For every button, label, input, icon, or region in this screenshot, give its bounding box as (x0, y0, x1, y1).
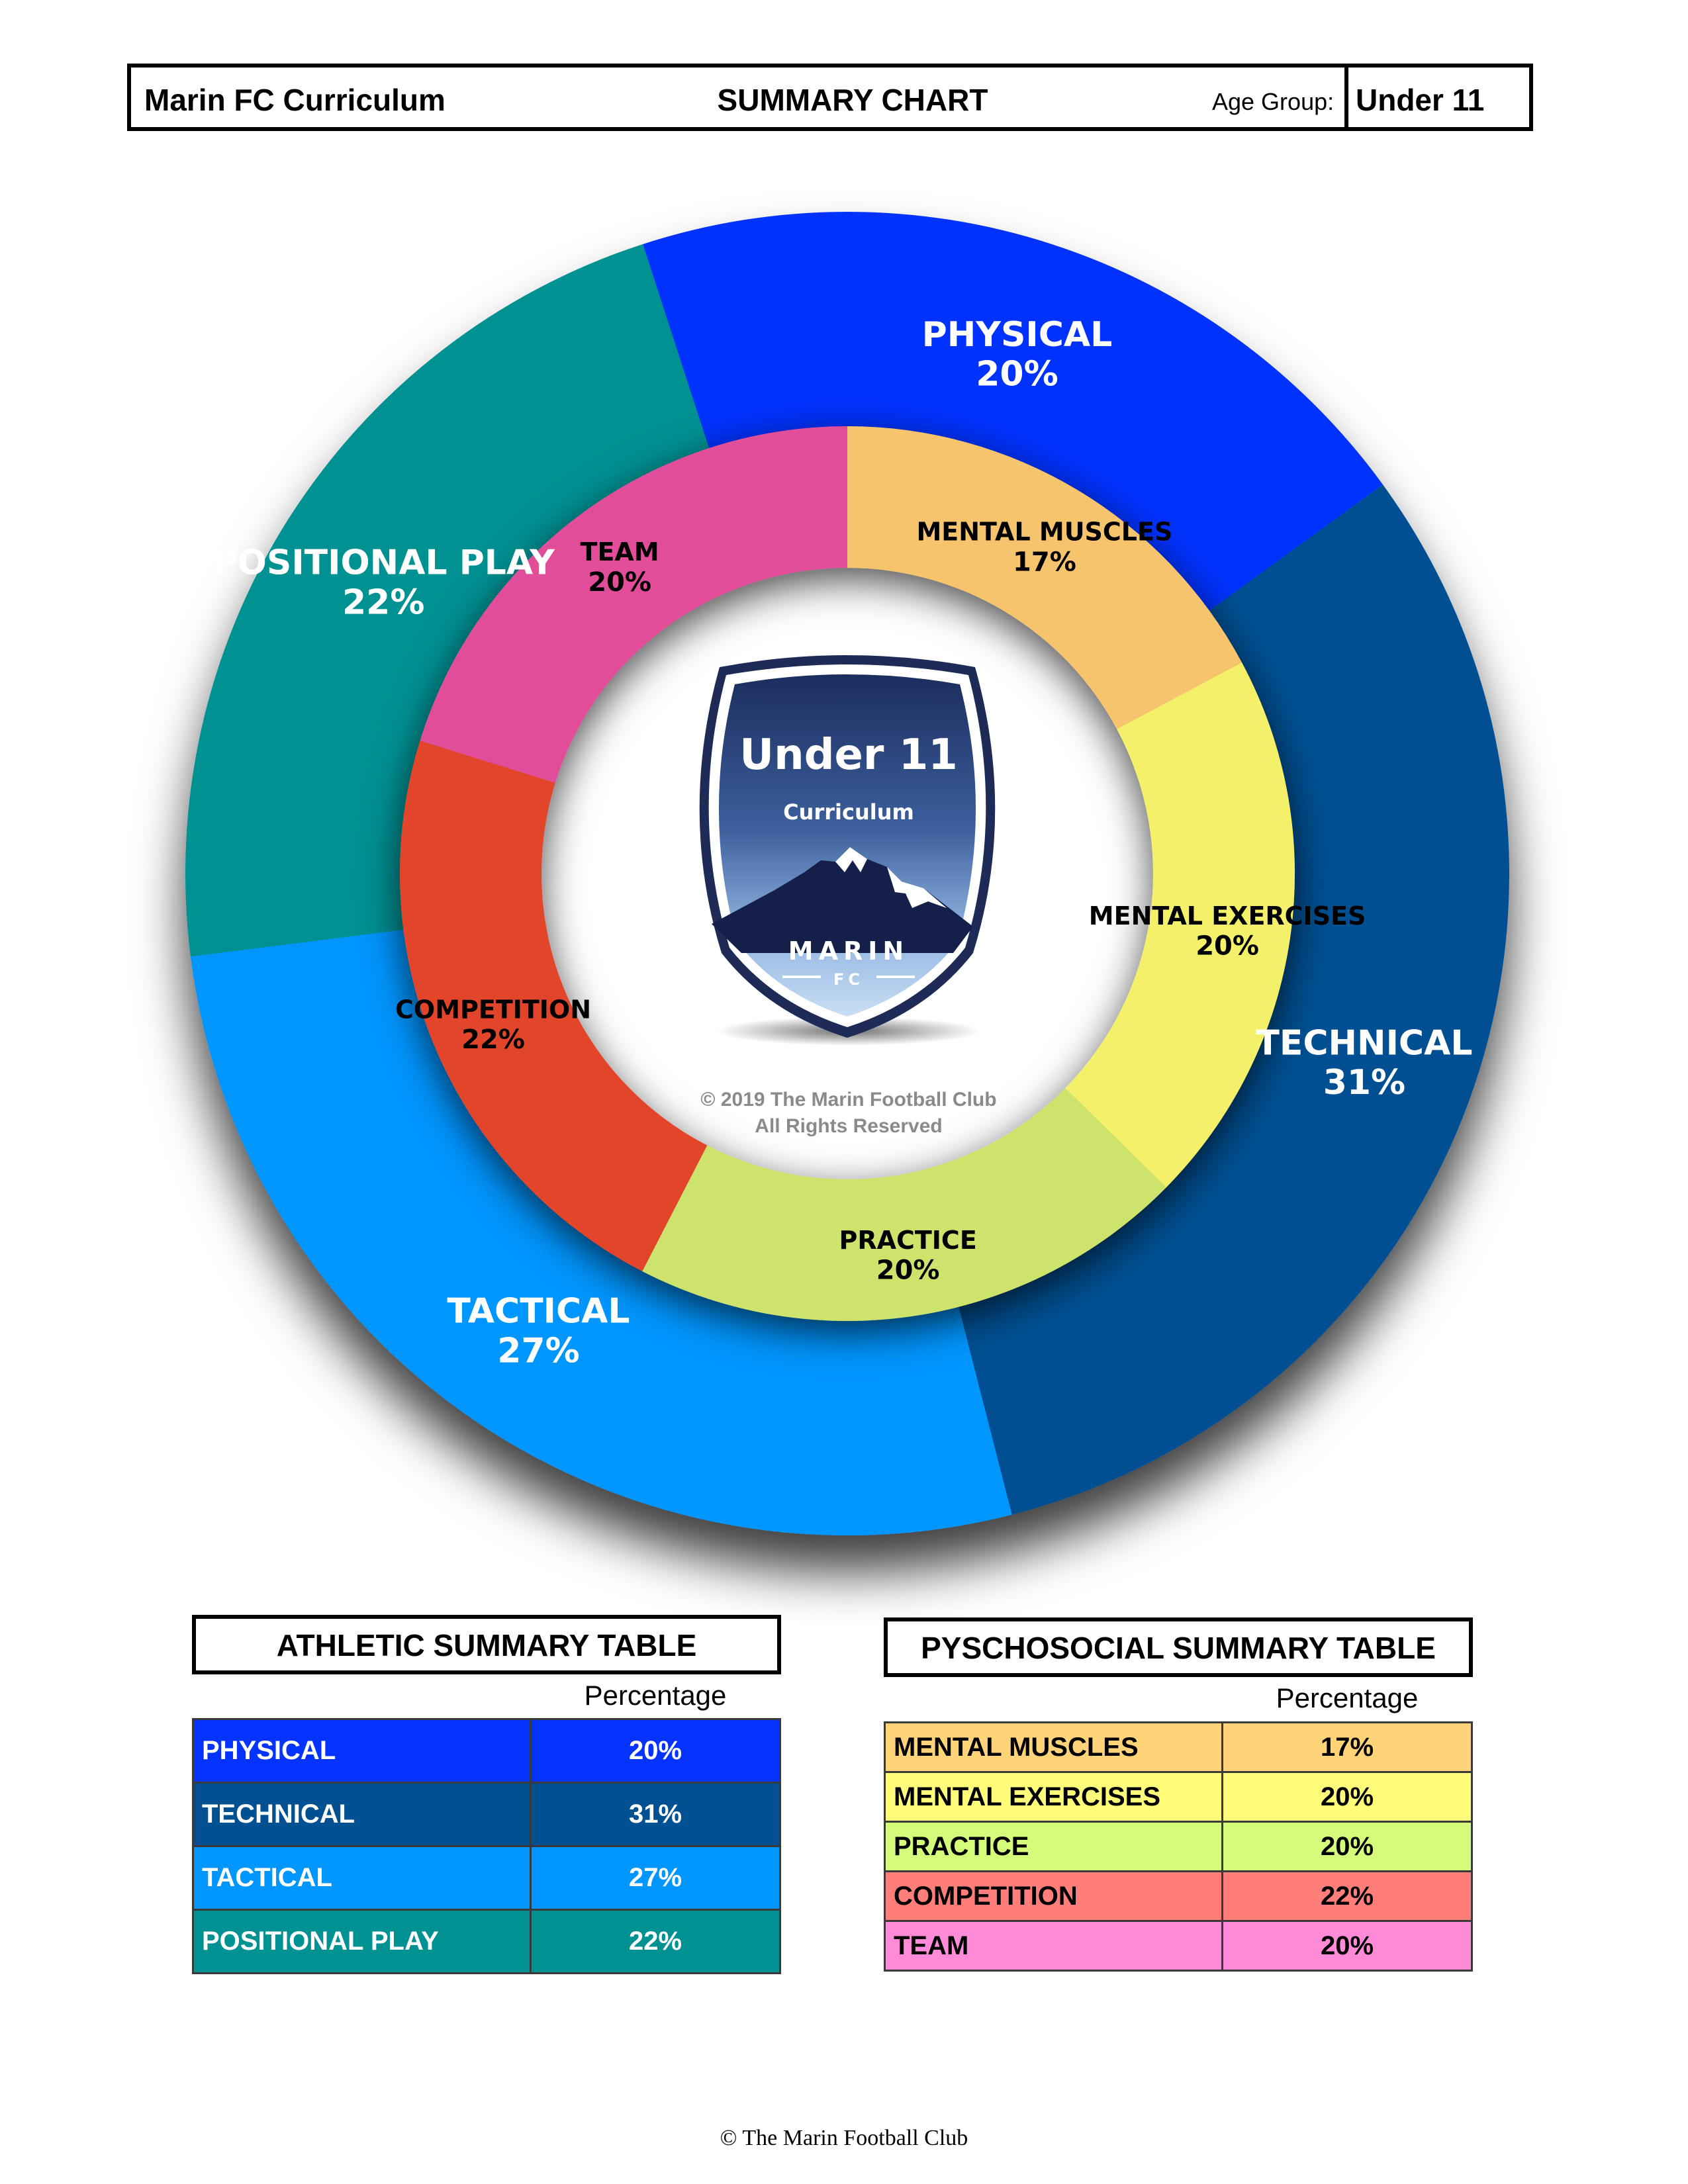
table-row: MENTAL MUSCLES 17% (884, 1721, 1473, 1773)
athletic-percentage-header: Percentage (584, 1680, 727, 1711)
badge-subtitle: Curriculum (783, 799, 914, 825)
row-label: POSITIONAL PLAY (192, 1909, 532, 1974)
row-value: 31% (530, 1782, 781, 1847)
psychosocial-summary-table: MENTAL MUSCLES 17% MENTAL EXERCISES 20% … (884, 1721, 1473, 1972)
positional-play-label: POSITIONAL PLAY (212, 543, 556, 582)
row-value: 20% (1221, 1771, 1473, 1823)
summary-chart-title: SUMMARY CHART (717, 83, 988, 117)
team-segment (420, 426, 847, 783)
table-row: TACTICAL 27% (192, 1845, 781, 1911)
summary-donut-chart: PHYSICAL20%TECHNICAL31%TACTICAL27%POSITI… (185, 211, 1510, 1535)
row-value: 20% (1221, 1821, 1473, 1872)
athletic-table-title: ATHLETIC SUMMARY TABLE (192, 1615, 781, 1674)
practice-percent: 20% (876, 1255, 940, 1286)
row-value: 22% (530, 1909, 781, 1974)
chart-copyright-line2: All Rights Reserved (755, 1115, 942, 1137)
row-label: MENTAL EXERCISES (884, 1771, 1223, 1823)
badge-brand-sub: FC (833, 970, 864, 989)
row-value: 27% (530, 1845, 781, 1911)
team-label: TEAM (581, 537, 659, 567)
table-row: TEAM 20% (884, 1920, 1473, 1972)
row-label: TECHNICAL (192, 1782, 532, 1847)
table-row: MENTAL EXERCISES 20% (884, 1771, 1473, 1823)
row-label: TACTICAL (192, 1845, 532, 1911)
row-value: 20% (1221, 1920, 1473, 1972)
technical-segment (954, 484, 1510, 1515)
physical-label: PHYSICAL (922, 315, 1113, 355)
row-label: PHYSICAL (192, 1718, 532, 1784)
row-value: 20% (530, 1718, 781, 1784)
competition-label: COMPETITION (395, 995, 591, 1024)
badge-brand: MARIN (788, 936, 909, 966)
tactical-percent: 27% (497, 1331, 579, 1371)
positional-play-percent: 22% (342, 582, 424, 622)
row-label: PRACTICE (884, 1821, 1223, 1872)
team-percent: 20% (588, 567, 651, 598)
age-group-value: Under 11 (1356, 83, 1485, 117)
mental-muscles-percent: 17% (1013, 547, 1076, 577)
competition-segment (399, 741, 708, 1271)
technical-label: TECHNICAL (1256, 1023, 1472, 1063)
tactical-label: TACTICAL (447, 1292, 630, 1332)
positional-play-segment (185, 244, 715, 957)
athletic-summary-table: PHYSICAL 20% TECHNICAL 31% TACTICAL 27% … (192, 1718, 781, 1974)
table-row: PRACTICE 20% (884, 1821, 1473, 1872)
row-value: 17% (1221, 1721, 1473, 1773)
row-value: 22% (1221, 1870, 1473, 1922)
mental-exercises-label: MENTAL EXERCISES (1089, 901, 1366, 931)
chart-copyright-line1: © 2019 The Marin Football Club (700, 1089, 996, 1111)
practice-segment (642, 1088, 1166, 1321)
header-divider (1344, 68, 1348, 127)
mental-exercises-percent: 20% (1196, 931, 1259, 962)
row-label: TEAM (884, 1920, 1223, 1972)
marin-fc-badge: Under 11 Curriculum MARIN FC (699, 655, 996, 1046)
physical-percent: 20% (976, 355, 1058, 394)
mountain-icon (712, 847, 973, 953)
row-label: MENTAL MUSCLES (884, 1721, 1223, 1773)
table-row: POSITIONAL PLAY 22% (192, 1909, 781, 1974)
competition-percent: 22% (461, 1024, 525, 1055)
mental-exercises-segment (1065, 662, 1295, 1188)
psychosocial-table-title: PYSCHOSOCIAL SUMMARY TABLE (884, 1617, 1473, 1677)
badge-title: Under 11 (739, 731, 958, 780)
table-row: COMPETITION 22% (884, 1870, 1473, 1922)
physical-segment (642, 211, 1383, 621)
psychosocial-percentage-header: Percentage (1276, 1682, 1419, 1713)
mountain-snow (835, 847, 947, 908)
row-label: COMPETITION (884, 1870, 1223, 1922)
page-footer: © The Marin Football Club (720, 2126, 968, 2150)
age-group-label: Age Group: (1212, 88, 1335, 115)
mental-muscles-label: MENTAL MUSCLES (916, 518, 1172, 547)
table-row: PHYSICAL 20% (192, 1718, 781, 1784)
curriculum-title: Marin FC Curriculum (144, 83, 445, 117)
mental-muscles-segment (847, 426, 1242, 729)
technical-percent: 31% (1323, 1063, 1405, 1103)
header-bar: Marin FC Curriculum SUMMARY CHART Age Gr… (127, 64, 1533, 131)
practice-label: PRACTICE (839, 1226, 976, 1255)
table-row: TECHNICAL 31% (192, 1782, 781, 1847)
